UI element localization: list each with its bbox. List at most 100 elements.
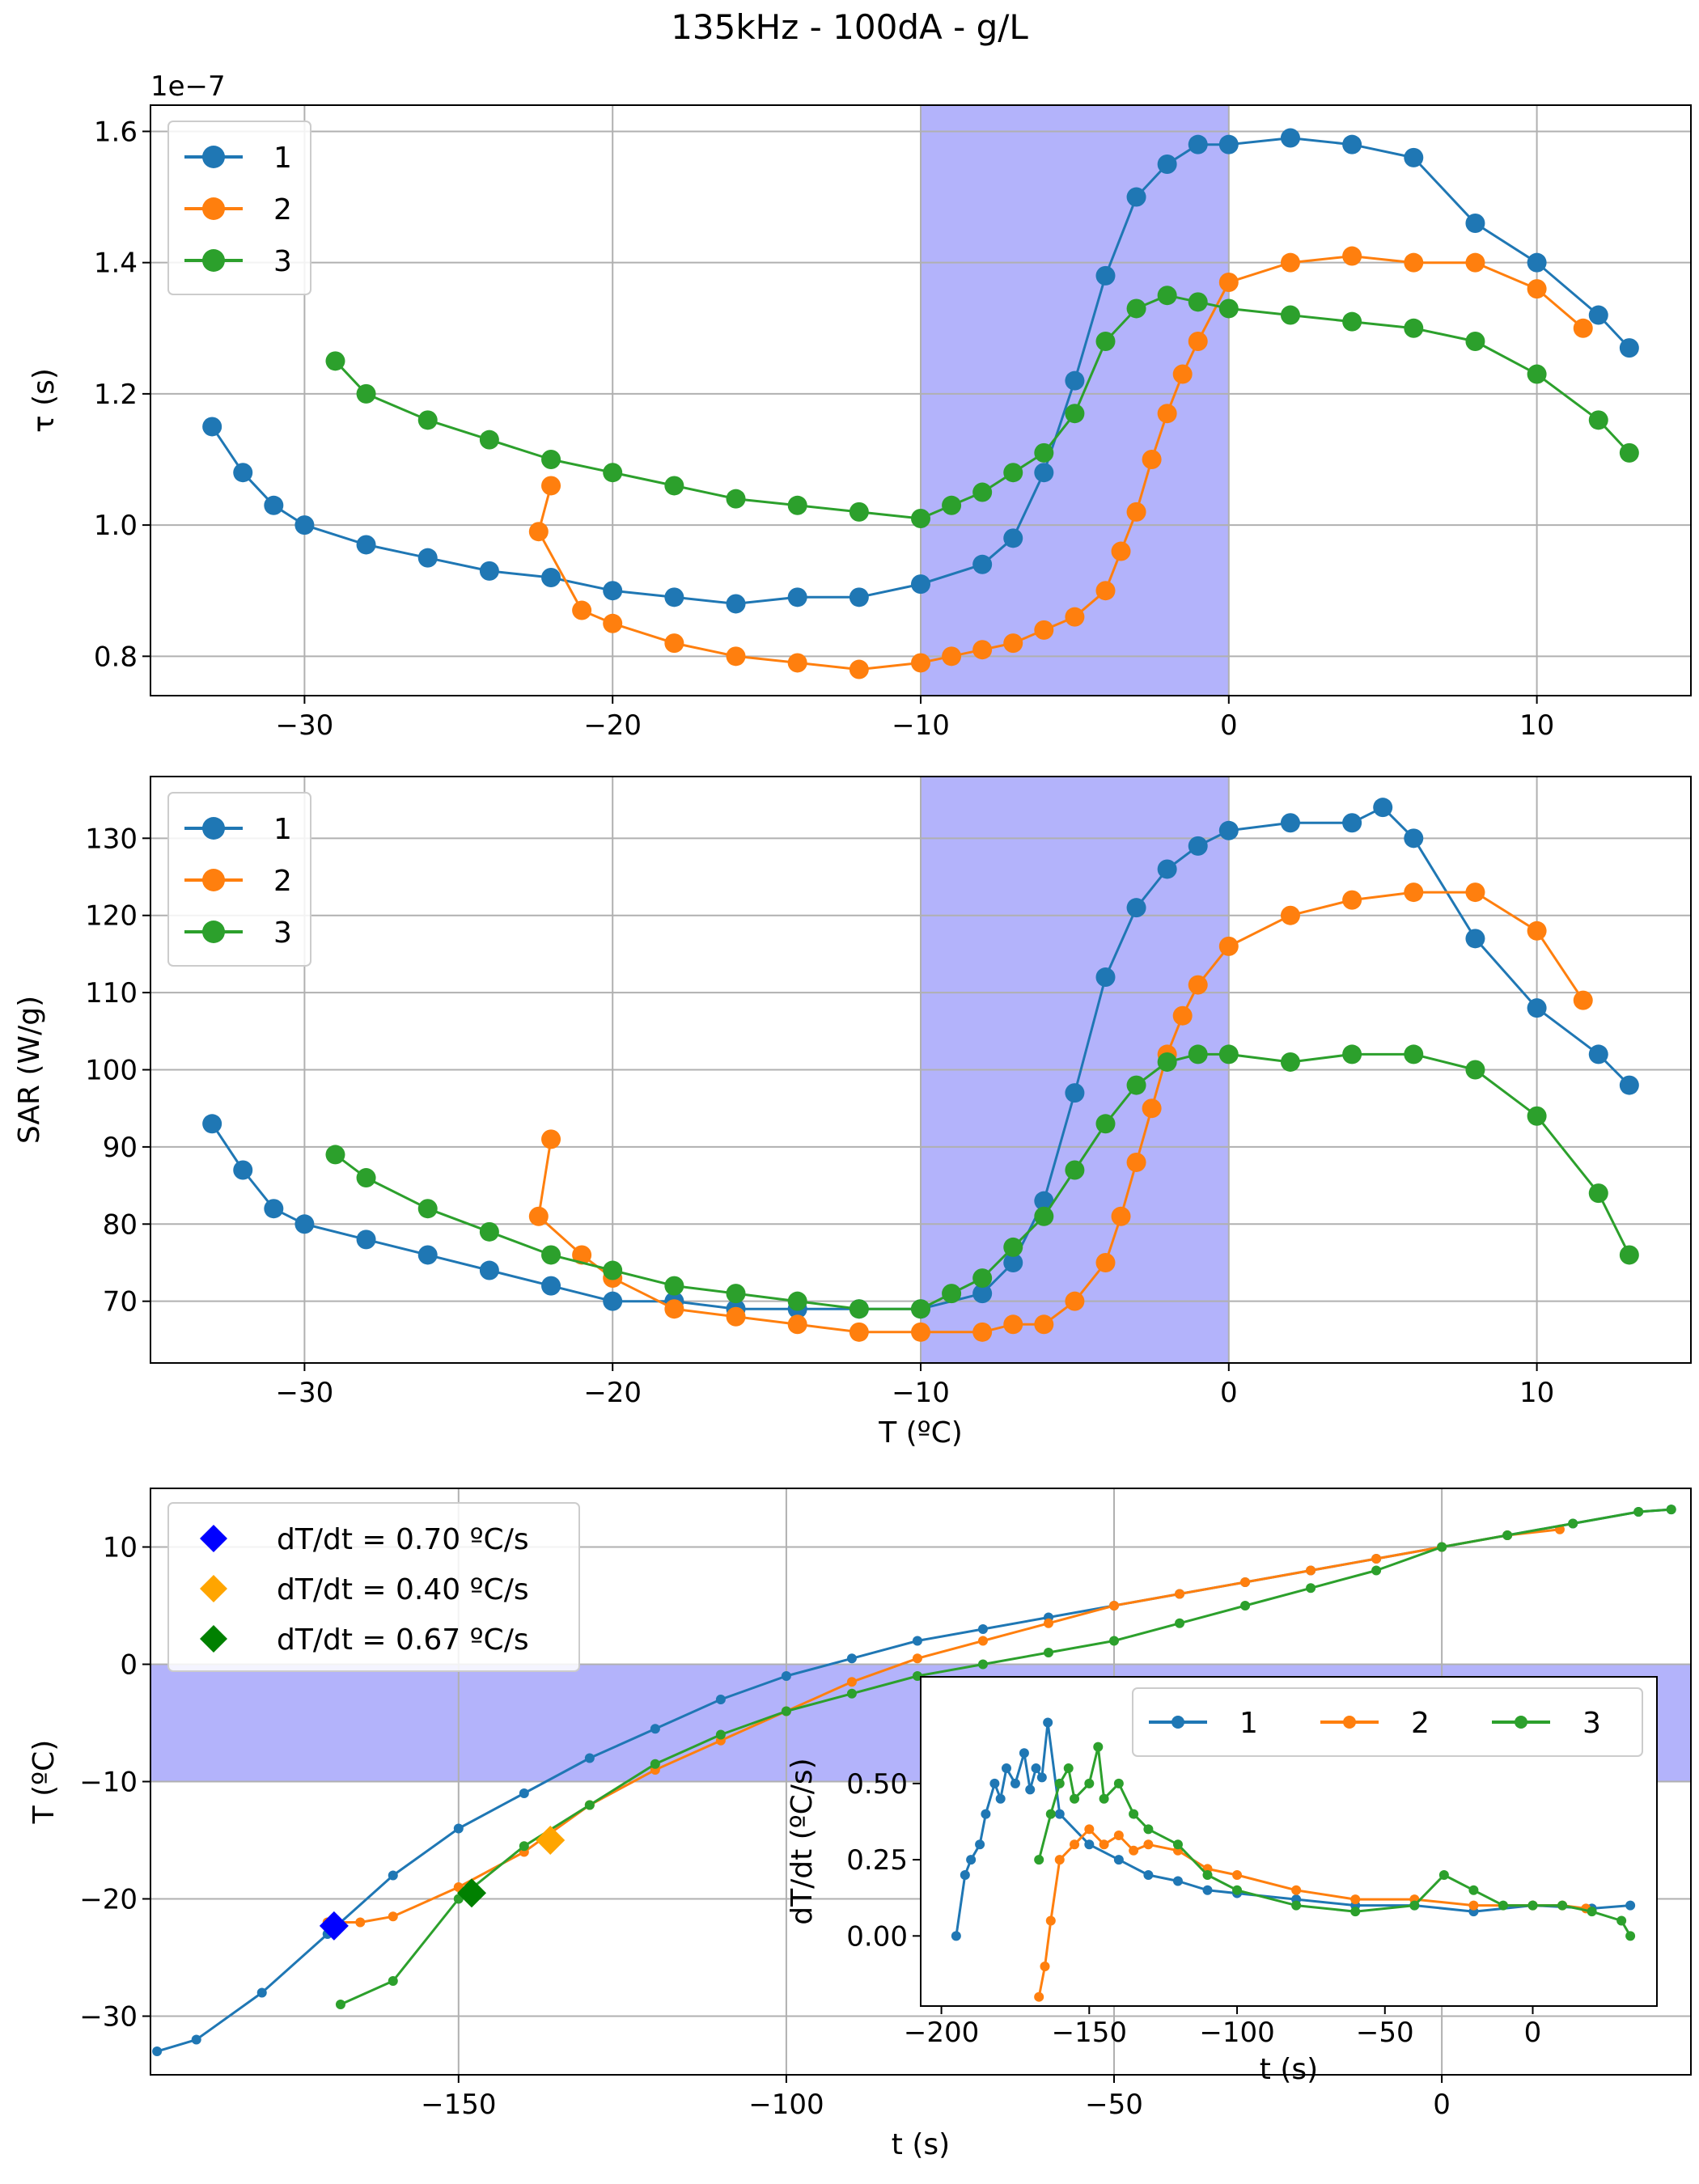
data-point [1306,1583,1316,1594]
data-point [417,410,438,430]
data-point [1404,252,1424,273]
data-point [1188,975,1208,995]
legend-label-2: 2 [1411,1707,1430,1740]
data-point [1095,332,1116,351]
data-point [1031,1763,1041,1774]
data-point [1587,1907,1597,1917]
data-point [1003,463,1023,483]
data-point [1172,1876,1183,1886]
data-point [388,1976,398,1986]
y-tick-label: 80 [103,1208,138,1241]
data-point [1126,298,1146,319]
x-tick-label: −30 [276,709,334,742]
series-3 [1034,1742,1636,1941]
data-point [1065,370,1085,391]
data-point [603,613,623,633]
data-point [849,659,869,679]
data-point [1111,541,1131,561]
data-point [603,1260,623,1280]
data-point [1003,1237,1023,1257]
data-point [528,522,549,542]
data-point [1065,404,1085,424]
data-point [715,1695,726,1704]
data-point [1003,633,1023,654]
data-point [1350,1907,1361,1917]
data-point [972,1268,993,1289]
legend-marker-2 [1343,1716,1356,1729]
data-point [1188,836,1208,856]
data-point [1034,1191,1054,1211]
data-point [1291,1885,1302,1895]
plot-frame [920,1676,1658,2007]
data-point [1232,1885,1243,1895]
data-point [1588,1044,1608,1064]
legend-label-3: 3 [273,245,292,278]
data-point [356,383,376,404]
data-point [453,1823,464,1834]
data-point [1157,404,1177,424]
data-point [1280,905,1300,925]
data-point [1143,1869,1154,1880]
data-point [781,1671,791,1681]
data-point [849,502,869,522]
data-point [911,509,930,528]
data-point [1633,1507,1644,1517]
chart-tau: −30 −20 −10 0 10 0.8 1.0 1.2 1.4 1.6 τ (s) 1e−7 1 2 3 [28,70,1692,742]
data-point [951,1931,961,1941]
data-point [519,1841,529,1852]
data-point [912,1636,922,1646]
data-point [1280,1052,1300,1072]
data-point [519,1788,529,1798]
data-point [355,1917,366,1928]
data-point [1157,154,1177,174]
x-tick-label: −20 [583,709,642,742]
data-point [1099,1793,1109,1804]
data-point [1342,311,1362,332]
data-point [1126,1075,1146,1095]
legend-label-1: 1 [273,813,292,846]
data-point [233,463,253,483]
legend-label-3: dT/dt = 0.67 ºC/s [277,1623,529,1657]
data-point [1588,305,1608,325]
data-point [1527,364,1547,384]
data-point [1063,1763,1074,1774]
data-point [1527,1106,1547,1126]
x-tick-label: −10 [892,709,950,742]
data-point [1034,463,1054,483]
data-point [1465,252,1485,273]
data-point [1465,1060,1485,1080]
data-point [1113,1830,1124,1840]
data-point [479,1260,499,1280]
data-point [911,1322,930,1342]
legend-marker-3 [202,921,225,943]
data-point [603,1291,623,1311]
data-point [1588,410,1608,430]
y-tick-label: 110 [85,977,138,1009]
data-point [1437,1542,1447,1552]
series-2 [528,246,1593,679]
data-point [1126,1152,1146,1172]
data-point [1573,990,1593,1010]
data-point [1070,1793,1080,1804]
data-point [650,1759,660,1769]
data-point [1043,1717,1053,1728]
data-point [1188,332,1208,351]
data-point [1188,134,1208,154]
data-point [966,1855,977,1865]
series-line-3 [334,1052,1631,1310]
data-point [972,554,993,574]
data-point [1095,967,1116,988]
data-point [1527,1900,1538,1911]
highlight-band [921,105,1229,696]
data-point [1404,147,1424,167]
data-point [1065,607,1085,627]
data-point [1043,1618,1053,1628]
data-point [1342,134,1362,154]
data-point [1232,1869,1243,1880]
data-point [325,351,345,371]
data-point [977,1624,988,1634]
data-point [1084,1824,1095,1835]
data-point [1218,936,1239,956]
data-point [1202,1869,1213,1880]
y-tick-label: 1.2 [94,379,138,411]
